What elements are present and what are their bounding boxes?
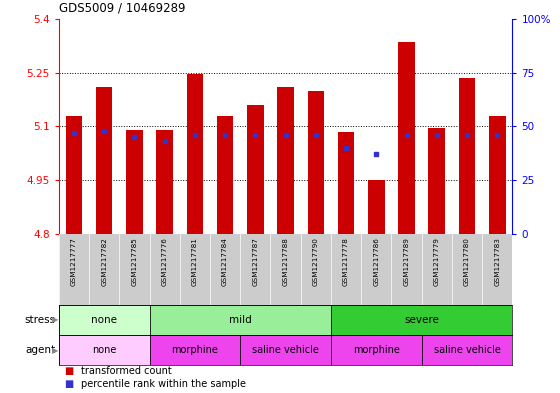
Text: GSM1217787: GSM1217787: [253, 237, 258, 286]
Text: GSM1217790: GSM1217790: [313, 237, 319, 286]
Text: ▶: ▶: [52, 315, 58, 324]
Text: GSM1217778: GSM1217778: [343, 237, 349, 286]
Text: morphine: morphine: [171, 345, 218, 355]
Text: ■: ■: [64, 366, 74, 376]
Bar: [331, 305, 512, 335]
Text: mild: mild: [229, 315, 251, 325]
Text: GSM1217779: GSM1217779: [434, 237, 440, 286]
Bar: [307, 90, 324, 234]
Text: percentile rank within the sample: percentile rank within the sample: [81, 379, 246, 389]
Text: morphine: morphine: [353, 345, 400, 355]
Text: ■: ■: [64, 379, 74, 389]
Text: agent: agent: [26, 345, 56, 355]
Bar: [459, 78, 475, 234]
Text: none: none: [91, 315, 117, 325]
Bar: [186, 74, 203, 234]
Text: GSM1217785: GSM1217785: [132, 237, 137, 286]
Bar: [150, 305, 331, 335]
Text: GSM1217777: GSM1217777: [71, 237, 77, 286]
Bar: [240, 335, 331, 365]
Text: GSM1217784: GSM1217784: [222, 237, 228, 286]
Bar: [338, 132, 354, 234]
Text: GSM1217786: GSM1217786: [374, 237, 379, 286]
Text: transformed count: transformed count: [81, 366, 172, 376]
Bar: [331, 335, 422, 365]
Bar: [428, 128, 445, 234]
Text: GSM1217788: GSM1217788: [283, 237, 288, 286]
Bar: [59, 335, 150, 365]
Bar: [489, 116, 506, 234]
Bar: [59, 305, 150, 335]
Text: GDS5009 / 10469289: GDS5009 / 10469289: [59, 2, 185, 15]
Bar: [398, 42, 415, 234]
Bar: [126, 130, 143, 234]
Text: GSM1217782: GSM1217782: [101, 237, 107, 286]
Text: GSM1217783: GSM1217783: [494, 237, 500, 286]
Bar: [277, 87, 294, 234]
Text: none: none: [92, 345, 116, 355]
Text: saline vehicle: saline vehicle: [433, 345, 501, 355]
Text: GSM1217789: GSM1217789: [404, 237, 409, 286]
Bar: [247, 105, 264, 234]
Text: stress: stress: [25, 315, 56, 325]
Text: severe: severe: [404, 315, 439, 325]
Text: GSM1217776: GSM1217776: [162, 237, 167, 286]
Bar: [156, 130, 173, 234]
Text: saline vehicle: saline vehicle: [252, 345, 319, 355]
Bar: [422, 335, 512, 365]
Bar: [66, 116, 82, 234]
Text: GSM1217781: GSM1217781: [192, 237, 198, 286]
Bar: [96, 87, 113, 234]
Bar: [217, 116, 234, 234]
Bar: [150, 335, 240, 365]
Text: GSM1217780: GSM1217780: [464, 237, 470, 286]
Bar: [368, 180, 385, 234]
Text: ▶: ▶: [52, 346, 58, 354]
